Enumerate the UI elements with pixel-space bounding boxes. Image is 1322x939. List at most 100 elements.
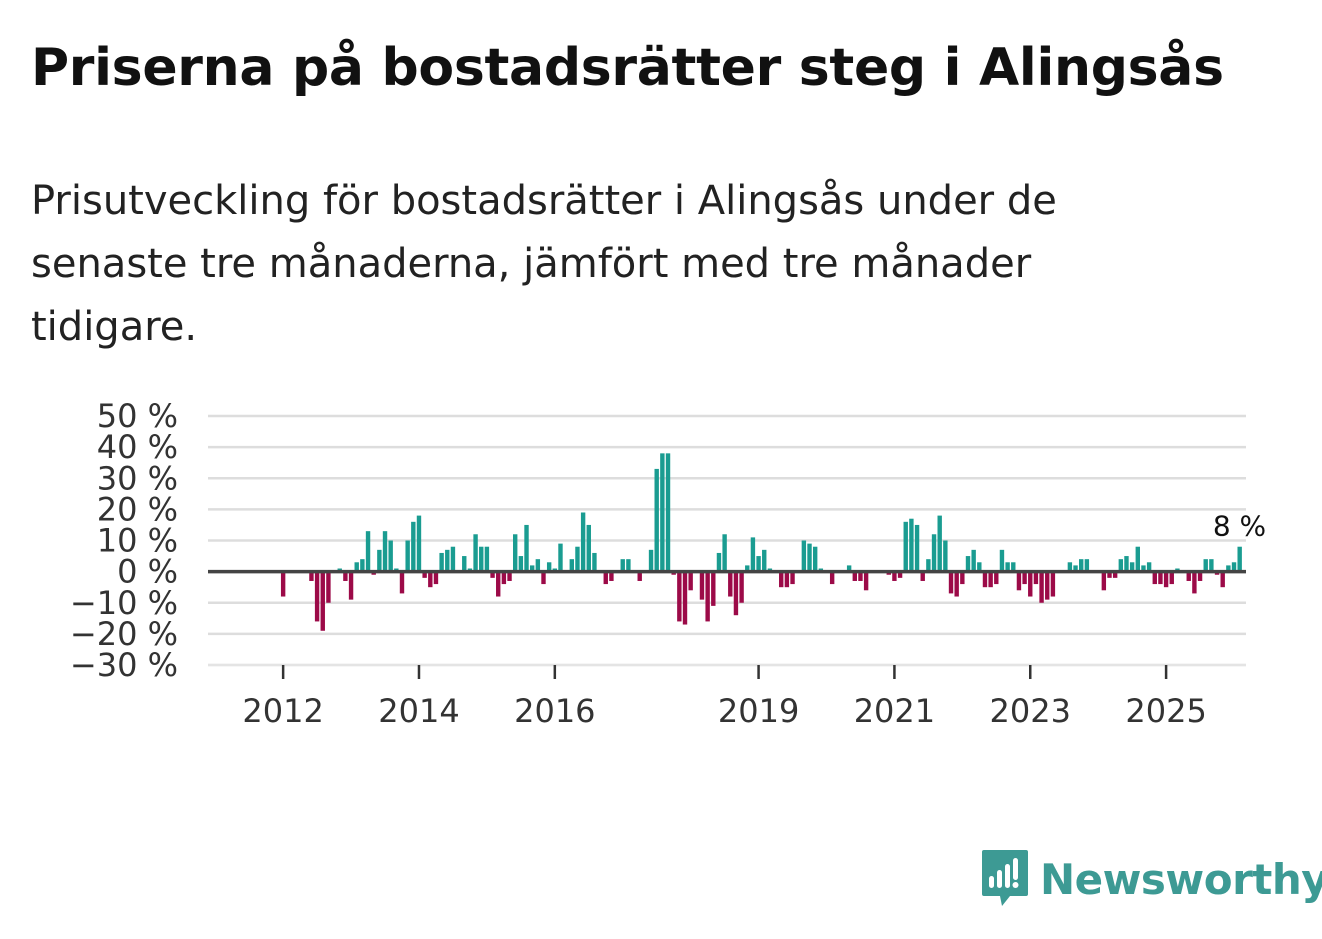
bar: [1158, 571, 1163, 585]
bar: [892, 571, 897, 581]
bar: [626, 559, 631, 572]
x-tick-label: 2023: [990, 692, 1071, 730]
x-tick-label: 2012: [242, 692, 323, 730]
bar: [971, 549, 976, 572]
bar: [343, 571, 348, 581]
bar: [1203, 559, 1208, 572]
bar: [739, 571, 744, 603]
bar: [280, 571, 286, 597]
bar: [609, 571, 614, 581]
bar: [722, 534, 727, 572]
bar: [733, 571, 739, 616]
bar: [711, 571, 716, 606]
bar: [863, 571, 869, 591]
bar: [1186, 571, 1191, 581]
bar: [1101, 571, 1107, 591]
bar: [575, 546, 580, 572]
bar: [620, 559, 625, 572]
bar: [450, 546, 456, 572]
bar: [1169, 571, 1174, 585]
y-tick-label: 30 %: [97, 459, 178, 497]
bar: [852, 571, 857, 581]
bar: [501, 571, 507, 585]
bar: [541, 571, 546, 585]
bar: [1067, 562, 1073, 572]
bar: [654, 468, 659, 572]
bar: [920, 571, 925, 581]
bar: [411, 521, 416, 572]
bar: [558, 543, 563, 572]
x-tick-label: 2019: [718, 692, 799, 730]
bar: [513, 534, 518, 572]
bar: [807, 543, 812, 572]
bar: [1079, 559, 1084, 572]
bar: [326, 571, 331, 603]
y-axis-ticks: 50 %40 %30 %20 %10 %0 %−10 %−20 %−30 %: [70, 397, 178, 684]
bar: [1226, 565, 1231, 572]
y-tick-label: 20 %: [97, 490, 178, 528]
bar: [1129, 562, 1135, 572]
bar: [1005, 562, 1010, 572]
y-tick-label: 50 %: [97, 397, 178, 435]
chart-title: Priserna på bostadsrätter steg i Alingså…: [31, 38, 1224, 98]
bar: [354, 562, 359, 572]
x-tick-label: 2021: [854, 692, 935, 730]
bar: [569, 559, 574, 572]
bar: [320, 571, 325, 631]
bar-chart: 50 %40 %30 %20 %10 %0 %−10 %−20 %−30 % 2…: [70, 397, 1266, 730]
bar: [348, 571, 354, 600]
bar: [660, 453, 665, 572]
bar: [682, 571, 688, 625]
bar: [479, 546, 484, 572]
bar: [1231, 562, 1237, 572]
bar: [677, 571, 682, 622]
bar: [490, 571, 495, 578]
bar: [1084, 559, 1090, 572]
bar: [960, 571, 965, 585]
bar: [931, 534, 937, 572]
bar: [829, 571, 835, 585]
bar: [779, 571, 784, 588]
bar: [1146, 562, 1152, 572]
bar: [688, 571, 693, 591]
bar: [999, 549, 1005, 572]
x-axis: 2012 2014 2016 2019 2021 2023 2025: [208, 664, 1246, 730]
bar: [937, 515, 942, 572]
bar: [580, 512, 586, 572]
bar: [909, 518, 914, 572]
bar: [982, 571, 988, 588]
bar: [484, 546, 490, 572]
bar: [745, 565, 750, 572]
bar: [314, 571, 320, 622]
bar: [445, 549, 450, 572]
bar: [1016, 571, 1022, 591]
x-tick-label: 2016: [514, 692, 595, 730]
bar: [529, 565, 535, 572]
bar: [603, 571, 608, 585]
bar: [1135, 546, 1140, 572]
bar: [801, 540, 807, 572]
bar: [1045, 571, 1050, 600]
bar: [1124, 556, 1129, 572]
bar: [948, 571, 954, 594]
bar: [943, 540, 948, 572]
bar: [405, 540, 410, 572]
bar: [648, 549, 654, 572]
bar: [1141, 565, 1146, 572]
bar: [705, 571, 710, 622]
bar: [897, 571, 903, 578]
bar: [1152, 571, 1157, 585]
bar: [1039, 571, 1044, 603]
bar: [462, 556, 467, 572]
bar: [665, 453, 671, 572]
bar: [1050, 571, 1056, 597]
newsworthy-logo-icon: [982, 850, 1028, 906]
bar: [1220, 571, 1225, 588]
bar: [524, 524, 529, 572]
y-tick-label: −10 %: [70, 584, 178, 622]
brand-name: Newsworthy: [1040, 854, 1322, 904]
bar: [1209, 559, 1214, 572]
y-tick-label: −30 %: [70, 646, 178, 684]
bar: [546, 562, 552, 572]
bar: [977, 562, 982, 572]
